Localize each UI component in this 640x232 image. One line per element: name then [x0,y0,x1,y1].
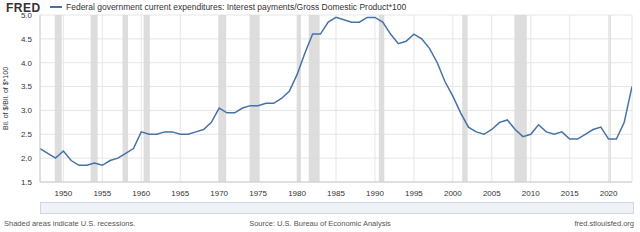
svg-text:1970: 1970 [210,189,228,198]
svg-text:2010: 2010 [522,189,540,198]
svg-text:1950: 1950 [54,189,72,198]
svg-text:1985: 1985 [327,189,345,198]
svg-text:2015: 2015 [561,189,579,198]
svg-text:2.5: 2.5 [21,130,33,139]
svg-text:3.5: 3.5 [21,82,33,91]
svg-text:3.0: 3.0 [21,106,33,115]
svg-text:2005: 2005 [483,189,501,198]
svg-text:4.5: 4.5 [21,35,33,44]
svg-text:5.0: 5.0 [21,11,33,20]
svg-text:1960: 1960 [132,189,150,198]
svg-text:Bil. of $/Bil. of $*100: Bil. of $/Bil. of $*100 [8,67,9,130]
svg-text:1965: 1965 [171,189,189,198]
svg-text:1990: 1990 [366,189,384,198]
svg-text:1.5: 1.5 [21,178,33,187]
svg-text:4.0: 4.0 [21,59,33,68]
svg-text:2020: 2020 [600,189,618,198]
svg-text:1995: 1995 [405,189,423,198]
svg-text:2000: 2000 [444,189,462,198]
svg-text:2.0: 2.0 [21,154,33,163]
svg-text:1980: 1980 [288,189,306,198]
svg-text:1975: 1975 [249,189,267,198]
svg-text:1955: 1955 [93,189,111,198]
